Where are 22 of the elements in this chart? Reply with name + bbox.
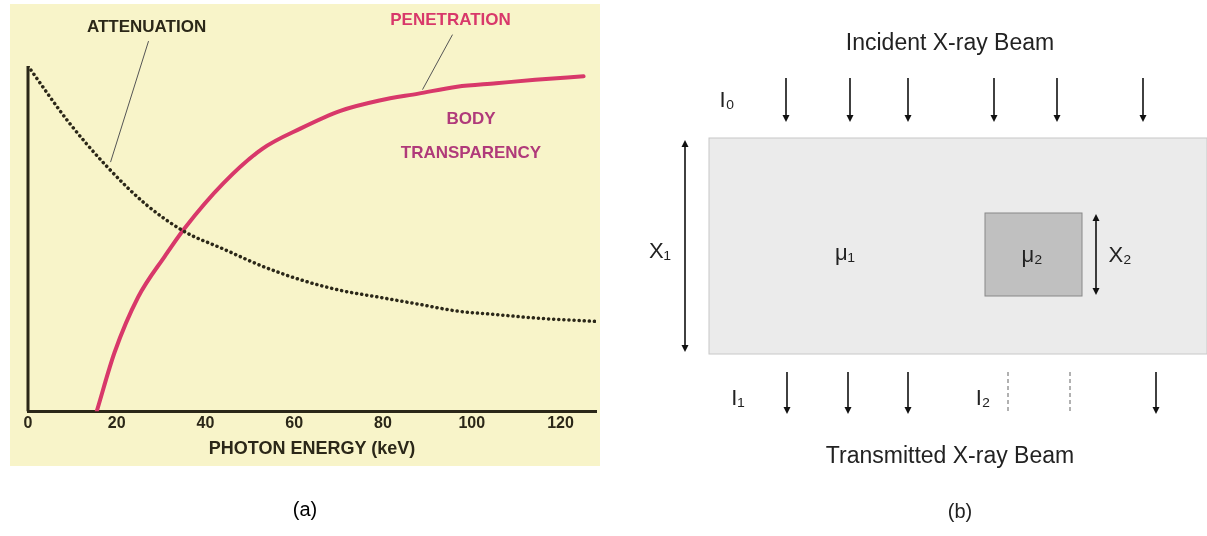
text: μ₁ — [834, 240, 856, 265]
x-tick-label: 40 — [196, 414, 215, 432]
text: (b) — [947, 500, 973, 522]
text: Transmitted X-ray Beam — [825, 442, 1075, 468]
text: X₂ — [1108, 242, 1132, 267]
x-tick-label: 100 — [458, 414, 486, 432]
x-tick-label: 20 — [107, 414, 126, 432]
x-tick-label: 80 — [374, 414, 392, 432]
annotation: BODY TRANSPARENCY — [400, 108, 542, 162]
x-axis-title: PHOTON ENERGY (keV) — [208, 438, 416, 459]
text: X₁ — [648, 238, 672, 263]
text: ATTENUATION — [86, 16, 207, 36]
text: (a) — [291, 498, 319, 521]
text: μ₂ — [1021, 242, 1043, 267]
x-tick-label: 120 — [547, 414, 574, 432]
x-tick-label: 60 — [285, 414, 304, 432]
text: I₁ — [731, 385, 745, 410]
x-tick-label: 0 — [23, 414, 33, 432]
text: I₀ — [719, 87, 735, 112]
text: Incident X-ray Beam — [845, 29, 1055, 55]
text: PENETRATION — [390, 10, 511, 30]
text: I₂ — [975, 385, 991, 410]
